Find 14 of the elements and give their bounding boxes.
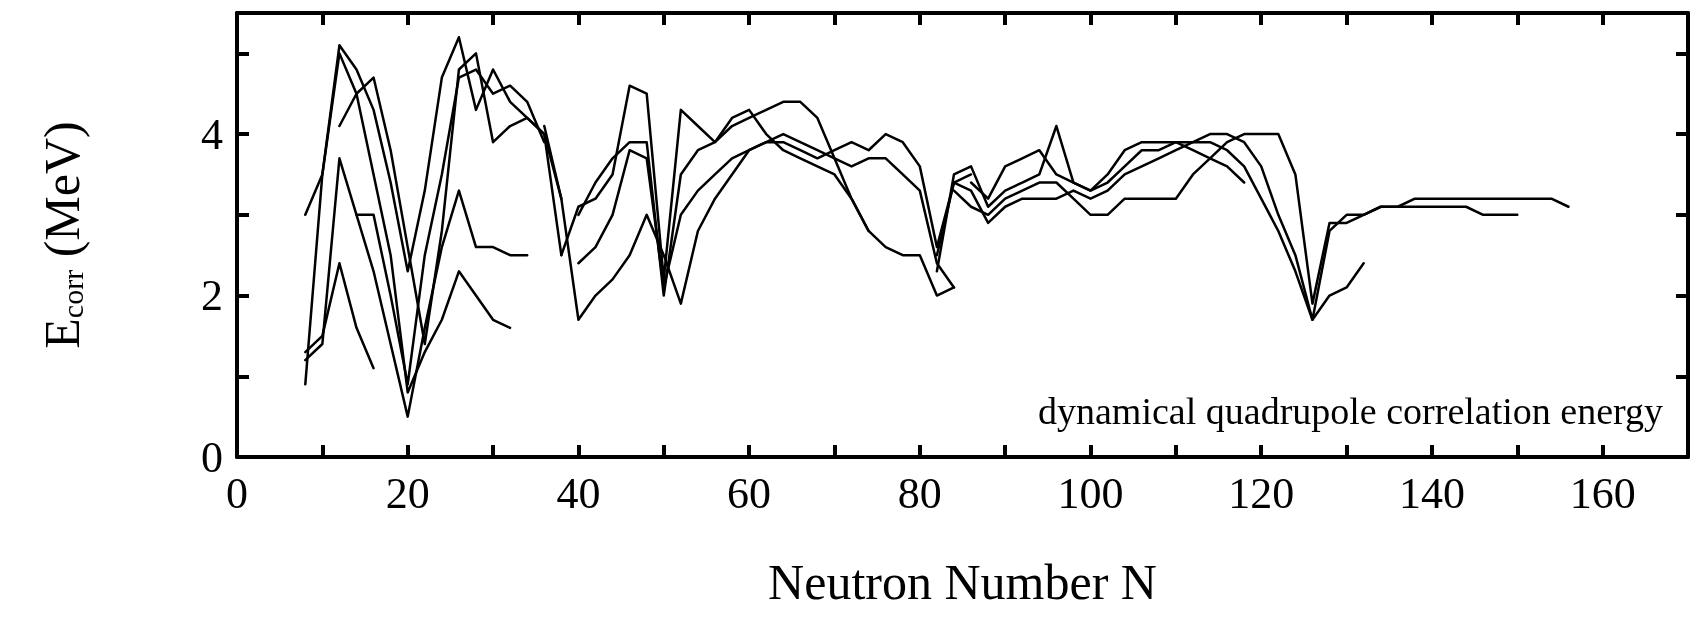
x-axis-title: Neutron Number N: [768, 554, 1157, 610]
x-tick-label: 120: [1228, 468, 1295, 518]
x-tick-label: 100: [1057, 468, 1124, 518]
x-tick-label: 20: [385, 468, 430, 518]
x-tick-label: 160: [1569, 468, 1636, 518]
x-tick-label: 140: [1398, 468, 1465, 518]
y-axis-title: Ecorr (MeV): [34, 121, 90, 349]
x-tick-label: 60: [727, 468, 772, 518]
y-tick-label: 4: [201, 109, 223, 159]
annotation: dynamical quadrupole correlation energy: [1038, 390, 1663, 432]
x-tick-label: 40: [556, 468, 601, 518]
y-tick-label: 0: [201, 432, 223, 482]
y-tick-label: 2: [201, 271, 223, 321]
x-tick-label: 80: [897, 468, 942, 518]
